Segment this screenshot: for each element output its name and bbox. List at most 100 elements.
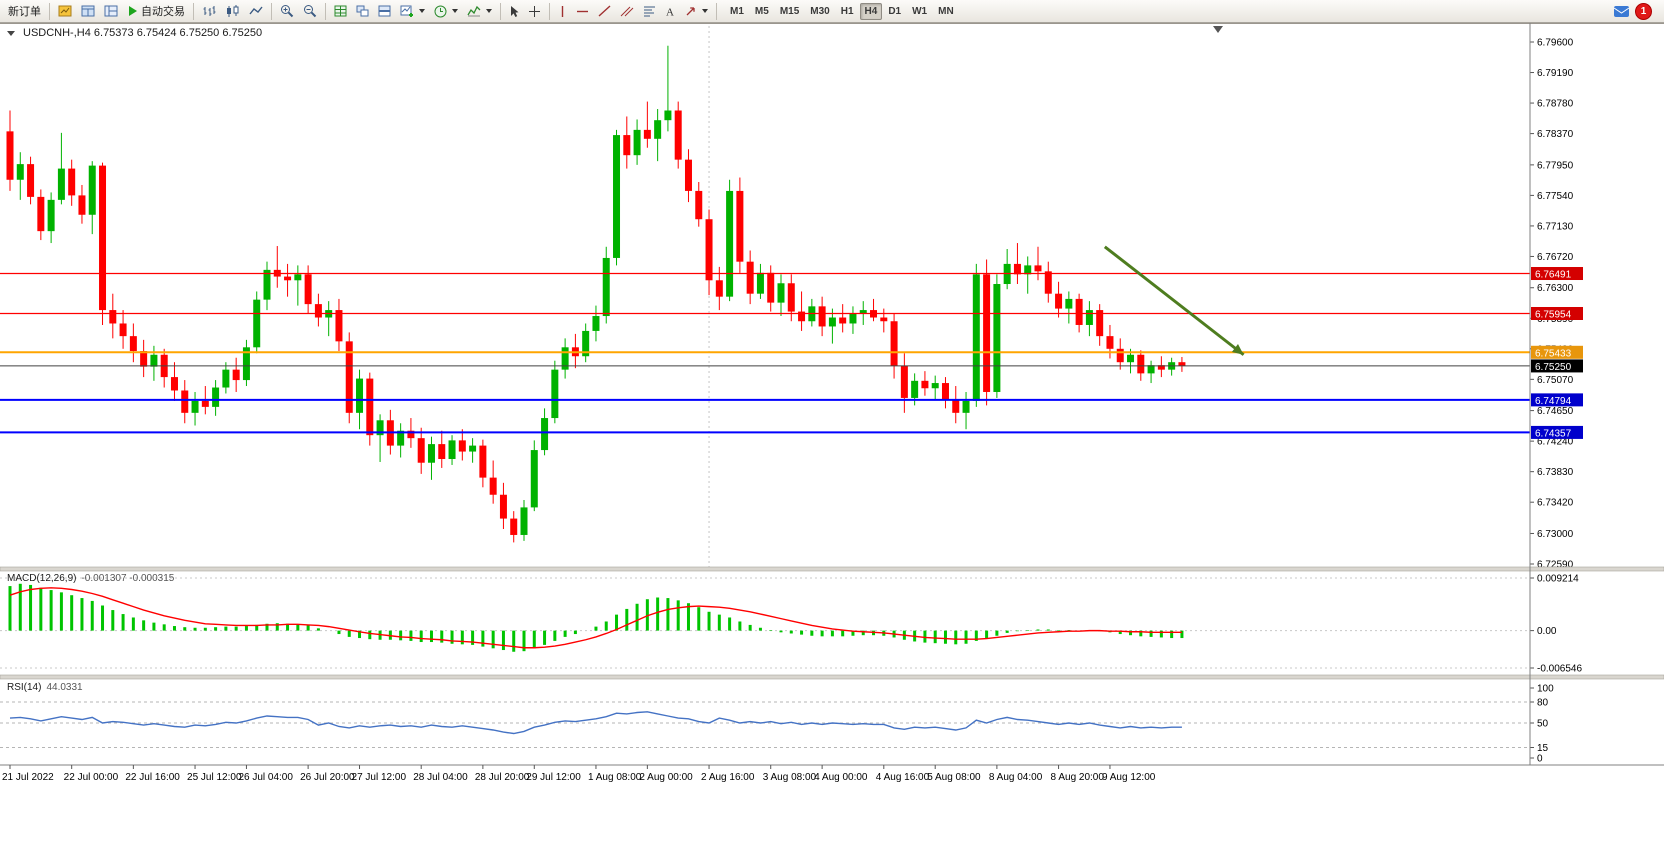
candle-bearish [129, 336, 137, 352]
candle-bearish [900, 365, 908, 398]
candle-bearish [941, 383, 949, 400]
timeframe-h1[interactable]: H1 [836, 3, 859, 20]
new-order-button[interactable]: 新订单 [4, 2, 45, 21]
candle-bearish [417, 438, 425, 463]
candle-bearish [119, 323, 127, 337]
timeframe-h4[interactable]: H4 [859, 2, 883, 20]
timeframe-m5[interactable]: M5 [750, 3, 774, 20]
trendline-button[interactable] [594, 2, 615, 21]
trend-arrow[interactable] [1103, 245, 1245, 356]
candle-bearish [407, 430, 415, 439]
timeframe-m15[interactable]: M15 [775, 3, 804, 20]
timeframe-m30[interactable]: M30 [805, 3, 834, 20]
time-axis-label: 4 Aug 00:00 [814, 772, 868, 783]
candle-bearish [1013, 263, 1021, 275]
candle-bullish [561, 347, 569, 370]
candle-bullish [88, 165, 96, 215]
resistance-line-2-price-box [1531, 306, 1583, 320]
macd-axis-label: 0.00 [1537, 626, 1557, 637]
candle-bearish [787, 283, 795, 312]
new-chart-icon [400, 5, 414, 17]
current-price-line-price-label: 6.75250 [1535, 362, 1572, 373]
candle-bearish [1116, 348, 1124, 363]
candle-bearish [99, 165, 107, 311]
timeframe-mn[interactable]: MN [933, 3, 959, 20]
candle-bearish [284, 276, 292, 281]
timeframe-d1[interactable]: D1 [883, 3, 906, 20]
time-axis-label: 29 Jul 12:00 [526, 772, 581, 783]
autotrading-button[interactable]: 自动交易 [123, 2, 189, 21]
candle-bearish [366, 378, 374, 436]
rsi-axis-label: 15 [1537, 743, 1549, 754]
arrows-icon [685, 5, 697, 17]
time-axis-label: 21 Jul 2022 [2, 772, 54, 783]
candle-bearish [201, 400, 209, 407]
candle-bearish [510, 518, 518, 535]
candle-bearish [715, 280, 723, 297]
collapse-chart-icon[interactable] [7, 30, 15, 36]
notification-badge[interactable]: 1 [1635, 2, 1652, 20]
horizontal-line-button[interactable] [572, 2, 593, 21]
vertical-line-button[interactable] [554, 2, 571, 21]
rsi-pane-separator[interactable] [0, 674, 1664, 680]
indicators-button[interactable] [463, 2, 496, 21]
candle-bullish [654, 120, 662, 139]
timeframe-m1[interactable]: M1 [725, 3, 749, 20]
time-axis-label: 2 Aug 16:00 [701, 772, 755, 783]
mail-icon[interactable] [1613, 4, 1630, 18]
bar-chart-button[interactable] [198, 2, 220, 21]
text-button[interactable]: A [661, 2, 680, 21]
chart-shift-marker[interactable] [1213, 26, 1223, 33]
market-watch-button[interactable] [77, 2, 99, 21]
candle-bullish [57, 168, 65, 200]
line-chart-button[interactable] [245, 2, 267, 21]
toolbar-separator [325, 2, 326, 20]
crosshair-button[interactable] [524, 2, 545, 21]
cascade-windows-button[interactable] [352, 2, 373, 21]
fibonacci-button[interactable] [639, 2, 660, 21]
rsi-axis-label: 0 [1537, 754, 1543, 765]
candle-bearish [952, 399, 960, 413]
new-chart-button[interactable] [396, 2, 429, 21]
dropdown-caret-icon [419, 9, 425, 13]
navigator-button[interactable] [100, 2, 122, 21]
macd-pane-separator[interactable] [0, 566, 1664, 572]
candle-bearish [643, 129, 651, 139]
candle-bearish [736, 190, 744, 262]
candle-bullish [1024, 265, 1032, 275]
price-axis-label: 6.73830 [1537, 467, 1574, 478]
time-axis-label: 26 Jul 20:00 [300, 772, 355, 783]
cursor-button[interactable] [505, 2, 523, 21]
candle-bearish [705, 219, 713, 281]
tile-windows-button[interactable] [330, 2, 351, 21]
charts-button[interactable] [54, 2, 76, 21]
candle-bearish [314, 304, 322, 318]
zoom-out-button[interactable] [299, 2, 321, 21]
candle-bearish [1178, 362, 1186, 366]
support-line-2-price-box [1531, 425, 1583, 439]
candle-bullish [376, 420, 384, 436]
candle-bullish [520, 507, 528, 535]
pivot-line-price-box [1531, 345, 1583, 359]
candle-bullish [1065, 298, 1073, 309]
candle-bearish [1044, 271, 1052, 294]
arrange-windows-button[interactable] [374, 2, 395, 21]
arrows-button[interactable] [681, 2, 712, 21]
resistance-line-2-price-label: 6.75954 [1535, 309, 1572, 320]
toolbar-buttons: 新订单 自动交易 A [4, 2, 720, 21]
candle-bullish [16, 164, 24, 180]
candle-bullish [469, 445, 477, 452]
fibo-icon [643, 5, 656, 17]
tile2-icon [378, 5, 391, 17]
candlestick-chart-button[interactable] [221, 2, 244, 21]
candle-bullish [582, 330, 590, 357]
zoom-in-button[interactable] [276, 2, 298, 21]
rsi-axis-label: 100 [1537, 684, 1554, 695]
candle-bullish [993, 284, 1001, 392]
candle-bearish [1096, 310, 1104, 337]
time-axis-label: 22 Jul 16:00 [125, 772, 180, 783]
timeframe-w1[interactable]: W1 [907, 3, 932, 20]
periods-button[interactable] [430, 2, 462, 21]
channel-button[interactable] [616, 2, 638, 21]
